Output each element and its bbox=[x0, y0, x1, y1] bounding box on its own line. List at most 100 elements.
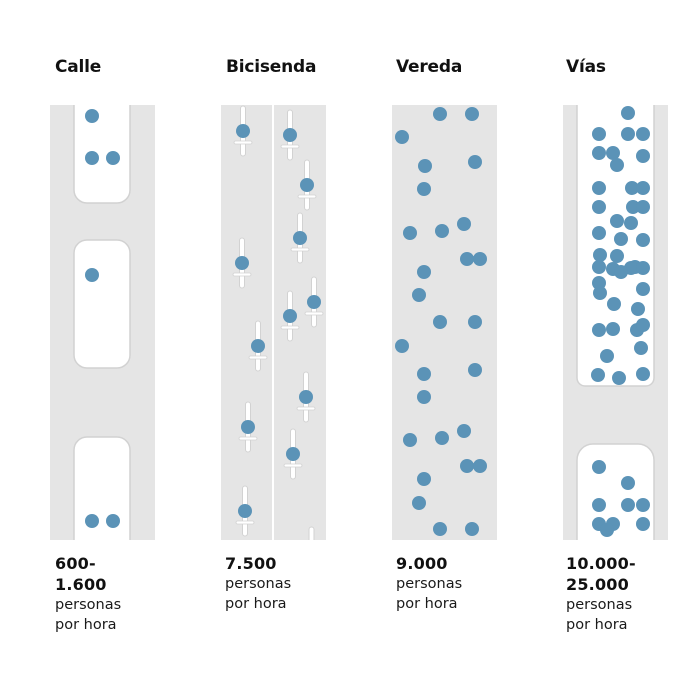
bicycle-handlebar bbox=[283, 463, 303, 468]
person-dot bbox=[636, 261, 650, 275]
person-dot bbox=[403, 433, 417, 447]
bicycle-handlebar bbox=[290, 247, 310, 252]
train-car bbox=[576, 105, 655, 387]
bicycle-handlebar bbox=[296, 406, 316, 411]
person-dot bbox=[612, 371, 626, 385]
stat-calle: 600- 1.600 personas por hora bbox=[55, 553, 150, 635]
bicycle-handlebar bbox=[304, 311, 324, 316]
person-dot bbox=[606, 146, 620, 160]
person-dot bbox=[465, 522, 479, 536]
person-dot bbox=[592, 260, 606, 274]
person-dot bbox=[606, 322, 620, 336]
person-dot bbox=[631, 302, 645, 316]
person-dot bbox=[473, 459, 487, 473]
person-dot bbox=[468, 315, 482, 329]
person-dot bbox=[417, 390, 431, 404]
person-dot bbox=[307, 295, 321, 309]
person-dot bbox=[283, 128, 297, 142]
person-dot bbox=[636, 498, 650, 512]
person-dot bbox=[417, 182, 431, 196]
bicycle-handlebar bbox=[280, 325, 300, 330]
stat-bicisenda: 7.500 personas por hora bbox=[225, 553, 320, 614]
person-dot bbox=[636, 282, 650, 296]
person-dot bbox=[417, 472, 431, 486]
bicisenda-illustration bbox=[221, 105, 326, 540]
person-dot bbox=[621, 498, 635, 512]
person-dot bbox=[592, 226, 606, 240]
person-dot bbox=[592, 146, 606, 160]
car bbox=[73, 239, 131, 369]
unit-vias: personas por hora bbox=[566, 597, 633, 633]
person-dot bbox=[293, 231, 307, 245]
person-dot bbox=[457, 217, 471, 231]
person-dot bbox=[85, 268, 99, 282]
person-dot bbox=[592, 323, 606, 337]
person-dot bbox=[592, 127, 606, 141]
capacity-calle: 600- 1.600 bbox=[55, 554, 107, 594]
person-dot bbox=[634, 341, 648, 355]
person-dot bbox=[592, 460, 606, 474]
person-dot bbox=[412, 288, 426, 302]
person-dot bbox=[636, 318, 650, 332]
person-dot bbox=[624, 216, 638, 230]
person-dot bbox=[241, 420, 255, 434]
person-dot bbox=[636, 367, 650, 381]
person-dot bbox=[435, 224, 449, 238]
person-dot bbox=[417, 367, 431, 381]
person-dot bbox=[460, 252, 474, 266]
lane-vereda bbox=[392, 105, 497, 540]
person-dot bbox=[85, 109, 99, 123]
bicycle-handlebar bbox=[233, 140, 253, 145]
person-dot bbox=[621, 127, 635, 141]
person-dot bbox=[626, 200, 640, 214]
person-dot bbox=[457, 424, 471, 438]
person-dot bbox=[600, 523, 614, 537]
vereda-illustration bbox=[392, 105, 497, 540]
title-vereda: Vereda bbox=[396, 57, 463, 77]
car bbox=[73, 105, 131, 204]
person-dot bbox=[300, 178, 314, 192]
capacity-vias: 10.000- 25.000 bbox=[566, 554, 636, 594]
person-dot bbox=[433, 522, 447, 536]
bicycle-handlebar bbox=[248, 355, 268, 360]
stat-vereda: 9.000 personas por hora bbox=[396, 553, 491, 614]
person-dot bbox=[593, 248, 607, 262]
capacity-bicisenda: 7.500 bbox=[225, 554, 277, 573]
person-dot bbox=[593, 286, 607, 300]
person-dot bbox=[610, 158, 624, 172]
person-dot bbox=[395, 130, 409, 144]
lane-calle bbox=[50, 105, 155, 540]
title-calle: Calle bbox=[55, 57, 102, 77]
person-dot bbox=[106, 514, 120, 528]
person-dot bbox=[636, 127, 650, 141]
person-dot bbox=[614, 265, 628, 279]
person-dot bbox=[610, 249, 624, 263]
person-dot bbox=[610, 214, 624, 228]
person-dot bbox=[235, 256, 249, 270]
unit-calle: personas por hora bbox=[55, 597, 122, 633]
lane-vias bbox=[563, 105, 668, 540]
bicycle-handlebar bbox=[235, 520, 255, 525]
person-dot bbox=[460, 459, 474, 473]
person-dot bbox=[85, 514, 99, 528]
person-dot bbox=[625, 181, 639, 195]
person-dot bbox=[592, 498, 606, 512]
bicycle-handlebar bbox=[280, 144, 300, 149]
person-dot bbox=[607, 297, 621, 311]
person-dot bbox=[435, 431, 449, 445]
person-dot bbox=[621, 476, 635, 490]
person-dot bbox=[636, 149, 650, 163]
person-dot bbox=[592, 181, 606, 195]
car bbox=[73, 436, 131, 540]
bicycle-handlebar bbox=[297, 194, 317, 199]
person-dot bbox=[591, 368, 605, 382]
person-dot bbox=[468, 155, 482, 169]
person-dot bbox=[236, 124, 250, 138]
title-bicisenda: Bicisenda bbox=[226, 57, 317, 77]
person-dot bbox=[636, 181, 650, 195]
person-dot bbox=[473, 252, 487, 266]
person-dot bbox=[283, 309, 297, 323]
bicycle bbox=[308, 526, 315, 540]
vias-illustration bbox=[563, 105, 668, 540]
person-dot bbox=[418, 159, 432, 173]
